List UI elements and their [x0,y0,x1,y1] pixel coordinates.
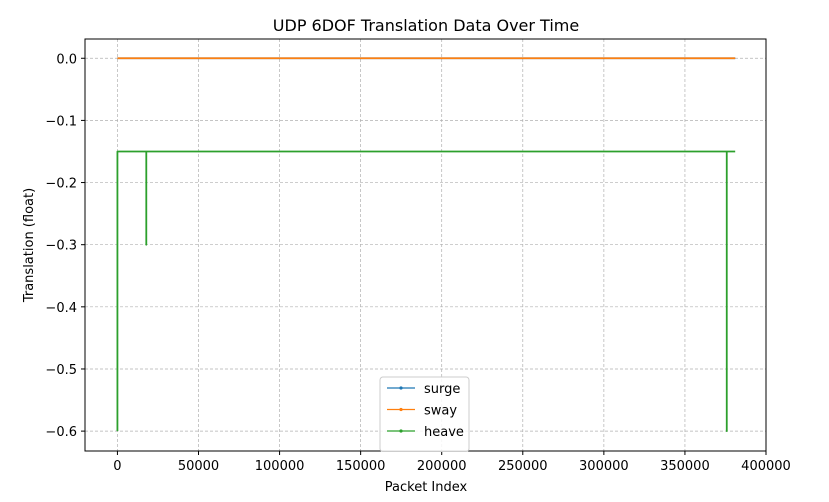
y-tick-label: −0.3 [45,239,77,254]
legend-box [379,376,470,452]
x-tick-label: 0 [113,459,121,474]
legend-label-heave: heave [424,425,464,440]
x-tick-label: 300000 [579,459,629,474]
legend-marker-surge [399,386,403,390]
x-tick-label: 50000 [178,459,219,474]
y-axis: 0.0 −0.1 −0.2 −0.3 −0.4 −0.5 −0.6 [45,52,85,440]
series-line-heave [116,150,736,433]
x-tick-label: 250000 [498,459,548,474]
x-tick-label: 150000 [336,459,386,474]
legend-label-surge: surge [424,382,460,397]
y-tick-label: −0.2 [45,177,77,192]
y-tick-label: −0.6 [45,425,77,440]
x-tick-label: 400000 [741,459,791,474]
y-tick-label: 0.0 [56,52,77,67]
legend-marker-sway [399,407,403,412]
x-tick-label: 200000 [417,459,467,474]
legend-marker-heave [399,429,403,433]
x-tick-label: 100000 [255,459,305,474]
y-tick-label: −0.5 [45,363,77,378]
legend-label-sway: sway [424,404,457,419]
x-tick-label: 350000 [660,459,710,474]
x-axis: 0 50000 100000 150000 200000 250000 300000 3500… [113,451,791,474]
x-axis-label: Packet Index [385,480,468,495]
series-group [116,57,736,433]
legend: surge sway heave [379,376,470,452]
y-tick-label: −0.1 [45,114,77,129]
y-axis-label: Translation (float) [22,188,37,303]
chart-title: UDP 6DOF Translation Data Over Time [273,16,579,35]
y-tick-label: −0.4 [45,301,77,316]
